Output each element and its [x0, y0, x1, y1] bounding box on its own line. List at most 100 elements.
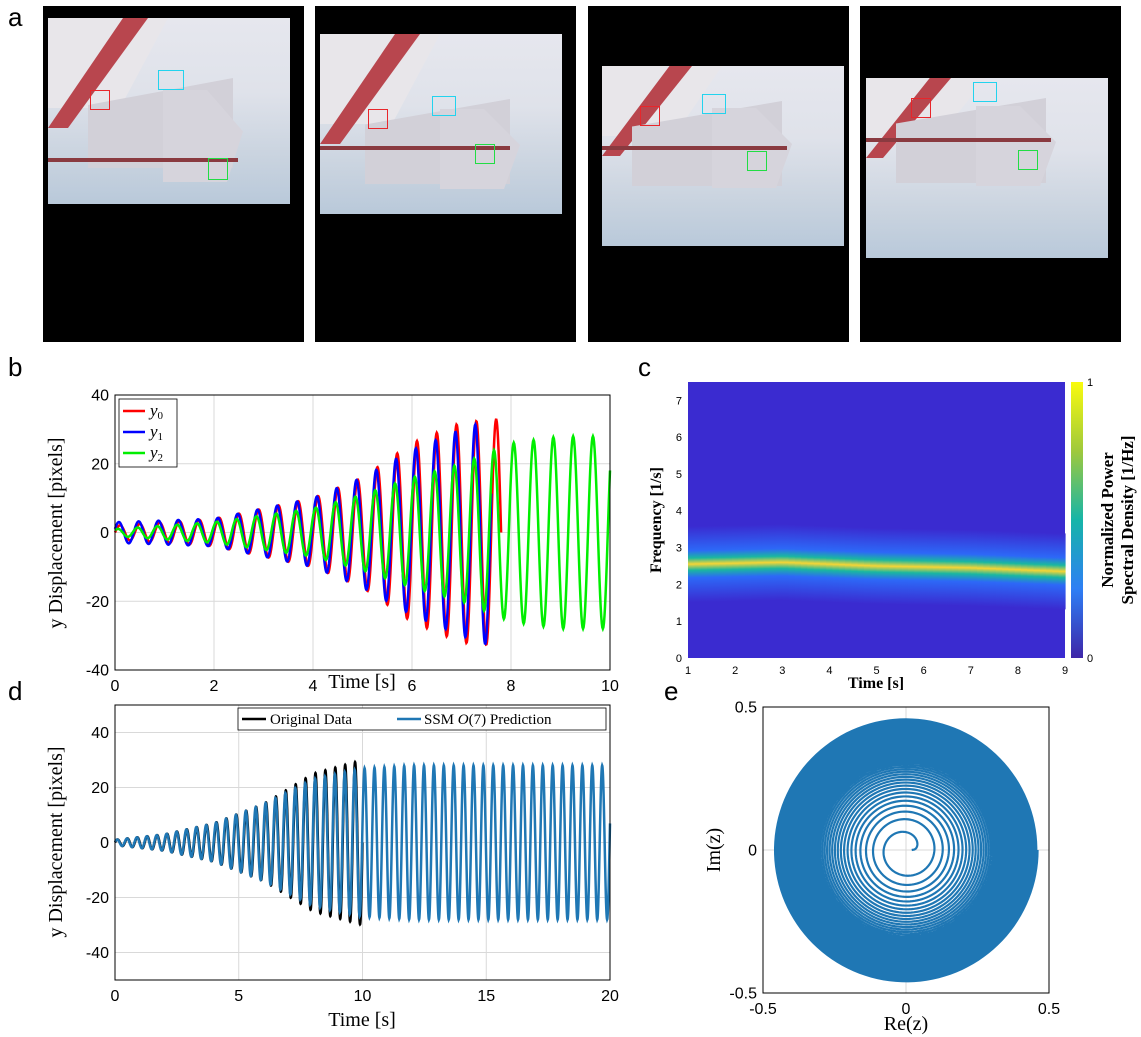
heatmap-column	[1027, 532, 1035, 609]
video-frame-2	[315, 6, 576, 342]
tracker-cyan	[702, 94, 726, 114]
y-tick-label: 6	[676, 432, 682, 444]
heatmap-column	[1008, 531, 1016, 608]
heatmap-column	[1014, 531, 1022, 608]
frame-photo	[48, 18, 290, 204]
heatmap-column	[769, 524, 777, 601]
tracker-cyan	[158, 70, 184, 90]
heatmap-column	[920, 528, 928, 605]
series-y2	[114, 432, 612, 633]
heatmap-column	[914, 528, 922, 605]
heatmap-column	[832, 526, 840, 603]
frame-photo	[320, 34, 562, 214]
tracker-red	[640, 106, 660, 126]
tracker-red	[911, 98, 931, 118]
e-xlabel: Re(z)	[884, 1013, 928, 1035]
d-ylabel: y Displacement [pixels]	[45, 746, 67, 937]
x-tick-label: 1	[685, 665, 691, 677]
heatmap-column	[1021, 531, 1028, 608]
x-tick-label: 8	[1015, 665, 1021, 677]
y-tick-label: 40	[91, 725, 109, 742]
heatmap-column	[926, 529, 934, 606]
panel-label-b: b	[8, 352, 23, 382]
frame-photo	[602, 66, 844, 246]
heatmap-column	[1046, 532, 1054, 609]
x-tick-label: 6	[921, 665, 927, 677]
legend-d: Original Data SSM O(7) Prediction	[237, 707, 607, 731]
legend-y0: y0	[148, 401, 164, 422]
heatmap-column	[933, 529, 940, 606]
heatmap-column	[907, 528, 915, 605]
tracker-green	[747, 151, 767, 171]
chart-e: -0.5 0 0.5 -0.5 0 0.5 Re(z) Im(z)	[703, 700, 1060, 1035]
legend-prediction: SSM O(7) Prediction	[424, 712, 552, 728]
heatmap-column	[694, 525, 702, 602]
y-tick-label: 0	[676, 653, 682, 665]
video-frame-4	[860, 6, 1121, 342]
c-xlabel: Time [s]	[848, 675, 904, 690]
heatmap-column	[958, 529, 966, 606]
x-tick-label: 5	[234, 988, 243, 1005]
tracker-red	[90, 90, 110, 110]
legend-y2: y2	[148, 443, 163, 464]
heatmap-column	[725, 525, 733, 602]
x-tick-label: 9	[1062, 665, 1068, 677]
heatmap-column	[1052, 533, 1060, 610]
x-tick-label: 2	[732, 665, 738, 677]
heatmap-column	[750, 524, 758, 601]
heatmap-column	[951, 529, 959, 606]
x-tick-label: 3	[779, 665, 785, 677]
heatmap-column	[706, 525, 714, 602]
x-tick-label: 0.5	[1038, 1001, 1060, 1018]
legend-b: y0 y1 y2	[118, 398, 178, 468]
tracker-green	[208, 158, 228, 180]
heatmap-column	[939, 529, 947, 606]
heatmap-column	[1058, 533, 1066, 610]
heatmap-column	[700, 525, 708, 602]
y-tick-label: -40	[86, 663, 109, 680]
tracker-cyan	[432, 96, 456, 116]
y-tick-label: -40	[86, 945, 109, 962]
legend-y1: y1	[148, 422, 163, 443]
y-tick-label: 0.5	[735, 700, 757, 717]
heatmap-column	[713, 525, 721, 602]
x-tick-label: 8	[507, 678, 516, 695]
legend-original: Original Data	[270, 712, 352, 728]
heatmap-column	[744, 524, 752, 601]
heatmap-column	[983, 530, 991, 607]
heatmap-column	[807, 525, 815, 602]
heatmap-column	[1039, 532, 1047, 609]
y-tick-label: 2	[676, 579, 682, 591]
y-tick-label: 20	[91, 780, 109, 797]
tracker-green	[475, 144, 495, 164]
tracker-cyan	[973, 82, 997, 102]
x-tick-label: 4	[826, 665, 832, 677]
y-tick-label: -20	[86, 594, 109, 611]
video-frame-1	[43, 6, 304, 342]
heatmap-column	[738, 525, 746, 602]
heatmap-column	[826, 526, 834, 603]
colorbar-min: 0	[1087, 653, 1093, 665]
y-tick-label: 3	[676, 542, 682, 554]
x-tick-label: 7	[968, 665, 974, 677]
heatmap-column	[882, 528, 890, 605]
x-tick-label: 4	[309, 678, 318, 695]
tracker-red	[368, 109, 388, 129]
heatmap-column	[857, 527, 865, 604]
heatmap-column	[757, 524, 764, 601]
y-tick-label: 5	[676, 469, 682, 481]
heatmap-column	[794, 524, 802, 601]
spiral-trajectory	[773, 718, 1039, 983]
x-tick-label: -0.5	[749, 1001, 777, 1018]
x-tick-label: 6	[408, 678, 417, 695]
y-tick-label: 7	[676, 395, 682, 407]
heatmap-column	[870, 527, 878, 604]
y-tick-label: 1	[676, 616, 682, 628]
panel-label-c: c	[638, 352, 651, 382]
chart-b: 0 2 4 6 8 10 -40 -20 0 20 40 y0 y1 y2 Time [s] y D…	[45, 388, 619, 695]
heatmap-column	[964, 529, 972, 606]
d-xlabel: Time [s]	[328, 1009, 396, 1031]
heatmap-column	[819, 525, 827, 602]
y-tick-label: 0	[748, 843, 757, 860]
